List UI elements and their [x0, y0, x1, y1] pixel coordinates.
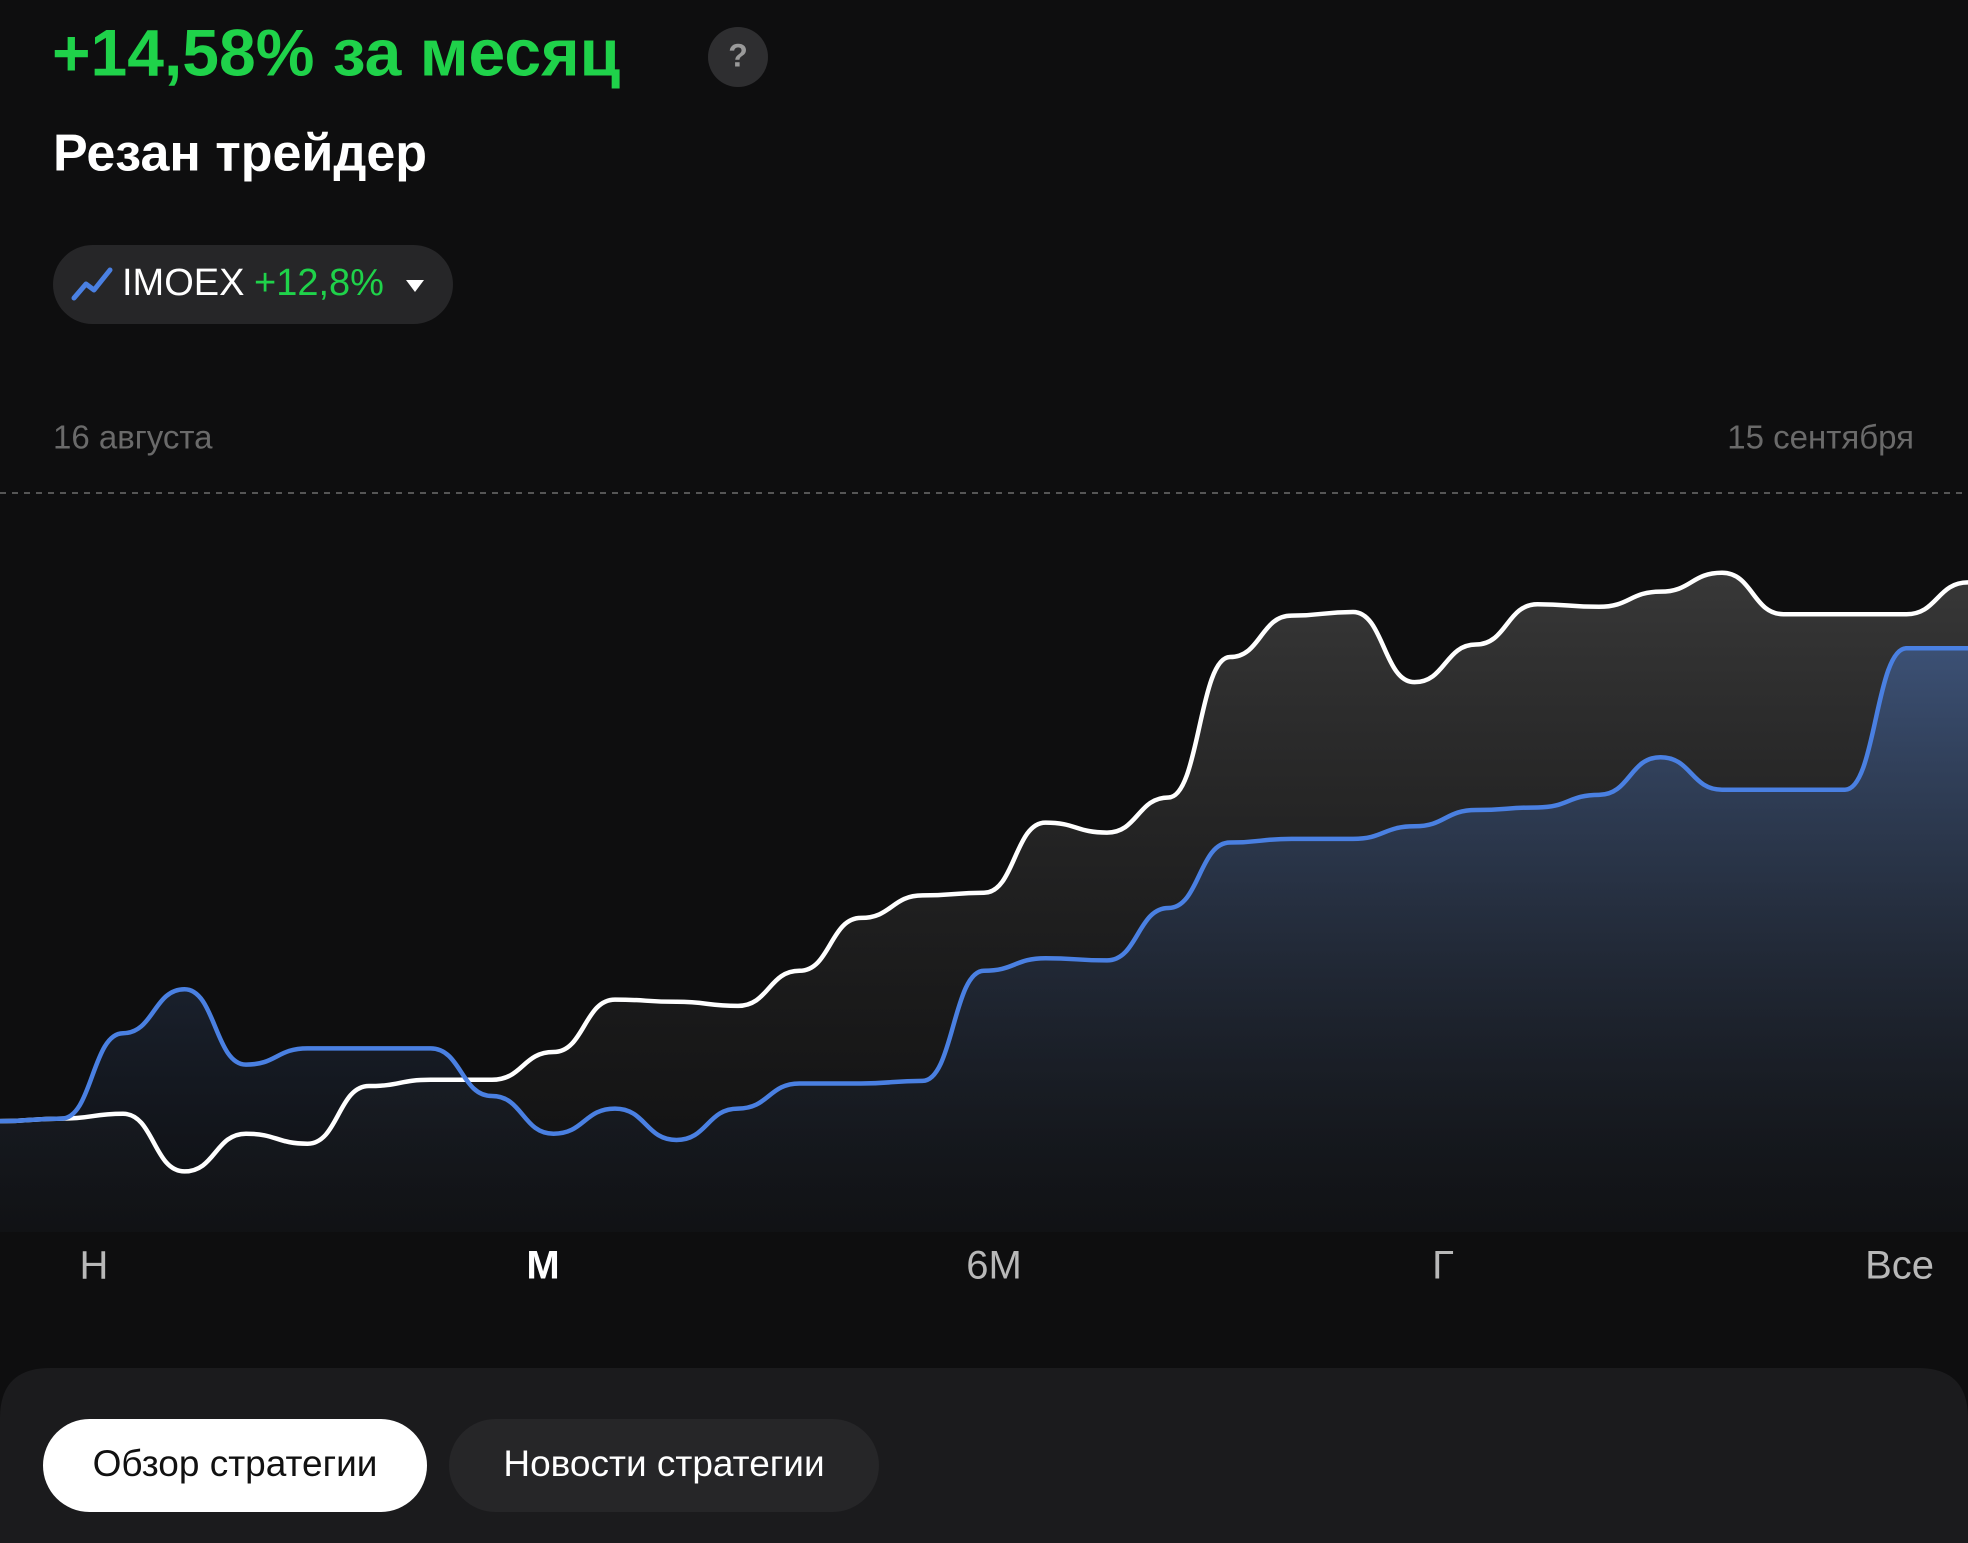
series-line — [0, 570, 1968, 1174]
period-button[interactable]: Н — [80, 1244, 109, 1288]
period-button[interactable]: Все — [1865, 1244, 1934, 1288]
dropdown-arrow[interactable] — [406, 280, 424, 292]
start-date: 16 августа — [53, 419, 213, 456]
tab-button[interactable] — [43, 1419, 427, 1512]
strategy-name: Резан трейдер — [53, 125, 427, 183]
tab-label[interactable]: Обзор стратегии — [93, 1443, 378, 1484]
plot — [0, 570, 1968, 1232]
series-line — [0, 645, 1968, 1143]
help-button[interactable] — [708, 27, 768, 87]
period-button[interactable]: 6М — [966, 1244, 1022, 1288]
benchmark-change[interactable]: +12,8% — [254, 262, 384, 304]
period-button[interactable]: М — [526, 1244, 559, 1288]
return-title: +14,58% за месяц — [52, 15, 620, 89]
tab-button[interactable] — [449, 1419, 879, 1512]
period-selector: Н М 6М Г Все — [80, 1244, 1934, 1288]
benchmark-selector[interactable] — [53, 245, 453, 324]
tab-label[interactable]: Новости стратегии — [503, 1443, 824, 1484]
help-icon[interactable]: ? — [728, 37, 748, 73]
area — [0, 648, 1968, 1232]
period-button[interactable]: Г — [1432, 1244, 1454, 1288]
trend-icon — [71, 267, 113, 301]
tabs: Обзор стратегии Новости стратегии — [43, 1419, 879, 1512]
end-date: 15 сентября — [1727, 419, 1914, 456]
benchmark-name[interactable]: IMOEX — [122, 262, 244, 304]
